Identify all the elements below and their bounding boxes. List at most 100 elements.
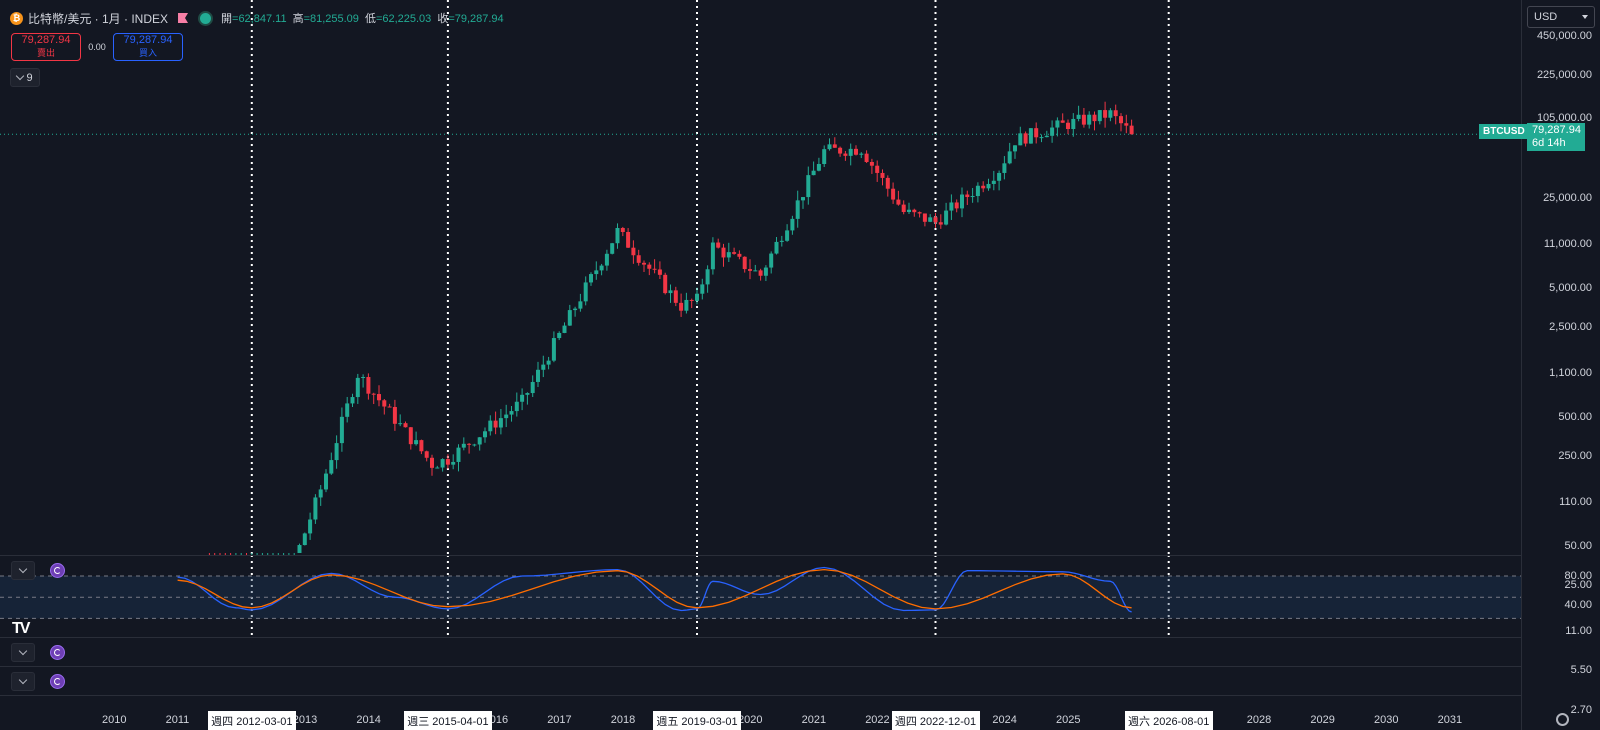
indicators-toggle-button[interactable]: 9: [10, 68, 40, 87]
price-tick: 2.70: [1570, 703, 1592, 716]
ohlc-close-value: =79,287.94: [448, 13, 504, 25]
candle-body: [949, 202, 954, 211]
cycle-icon[interactable]: [50, 563, 65, 578]
candle-body: [1018, 133, 1023, 146]
cycle-date-label: 週三 2015-04-01: [403, 711, 492, 730]
candle-body: [801, 197, 805, 201]
candle-body: [875, 165, 880, 173]
candle-body: [673, 290, 678, 303]
ohlc-open-key: 開: [221, 13, 233, 25]
candle-body: [1055, 120, 1060, 128]
buy-price: 79,287.94: [123, 34, 173, 46]
candle-body: [1076, 114, 1081, 119]
candle-body: [488, 420, 493, 432]
price-tick: 11.00: [1565, 624, 1592, 637]
candle-body: [928, 217, 933, 222]
candle-body: [965, 194, 970, 198]
cycle-icon[interactable]: [50, 674, 65, 689]
cycle-icon[interactable]: [50, 645, 65, 660]
candle-body: [838, 147, 843, 154]
candle-body: [684, 299, 689, 311]
time-tick: 2020: [738, 714, 763, 726]
candle-body: [620, 227, 625, 232]
candle-body: [498, 418, 503, 428]
candle-body: [371, 393, 376, 395]
candle-body: [615, 227, 620, 244]
candle-body: [578, 301, 583, 309]
candle-body: [1097, 110, 1102, 122]
candle-body: [896, 199, 901, 205]
caret-down-icon: [1582, 15, 1588, 19]
ohlc-open-value: =62,847.11: [232, 13, 287, 25]
candle-body: [1071, 118, 1076, 130]
price-chart[interactable]: [0, 0, 1521, 555]
price-tick: 25.00: [1564, 578, 1592, 591]
candle-body: [546, 360, 551, 365]
candle-body: [594, 270, 599, 275]
pane-divider[interactable]: [0, 555, 1521, 556]
chevron-down-icon: [18, 646, 28, 656]
candle-body: [562, 325, 567, 333]
candle-body: [483, 431, 487, 438]
candle-body: [313, 497, 318, 520]
pane-collapse-button[interactable]: [11, 672, 35, 691]
candle-body: [663, 274, 668, 294]
price-tick: 5.50: [1570, 663, 1592, 676]
time-tick: 2030: [1374, 714, 1399, 726]
candle-body: [642, 262, 646, 265]
candle-body: [530, 381, 535, 394]
oscillator-pane[interactable]: [0, 555, 1521, 637]
cycle-date-label: 週五 2019-03-01: [653, 711, 741, 730]
price-tick: 25,000.00: [1543, 191, 1592, 204]
price-tick: 110.00: [1559, 495, 1592, 508]
candle-body: [1039, 137, 1044, 139]
oscillator-tick-80: 80.00: [1564, 570, 1592, 582]
candle-body: [541, 364, 546, 370]
pane-divider[interactable]: [0, 695, 1521, 696]
candle-body: [1023, 133, 1028, 144]
pane-collapse-button[interactable]: [11, 643, 35, 662]
symbol-title[interactable]: 比特幣/美元 · 1月 · INDEX: [28, 11, 169, 26]
pane-divider[interactable]: [0, 666, 1521, 667]
candle-body: [1108, 110, 1113, 118]
candle-body: [795, 200, 800, 219]
candle-body: [991, 180, 996, 184]
price-axis-divider: [1521, 0, 1522, 730]
ohlc-low-value: =62,225.03: [375, 13, 432, 25]
candle-body: [345, 403, 350, 417]
currency-select[interactable]: USD: [1527, 6, 1595, 28]
candle-body: [679, 302, 684, 311]
flag-icon[interactable]: [178, 13, 189, 23]
candle-body: [525, 393, 530, 395]
candle-body: [403, 423, 408, 428]
candle-body: [339, 416, 344, 444]
gear-icon[interactable]: [1556, 713, 1569, 726]
candle-body: [551, 338, 556, 361]
pane-divider[interactable]: [0, 637, 1521, 638]
sell-button[interactable]: 79,287.94 賣出: [11, 33, 81, 61]
tradingview-logo-icon[interactable]: TV: [12, 620, 31, 637]
buy-button[interactable]: 79,287.94 買入: [113, 33, 183, 61]
candle-body: [467, 443, 472, 445]
time-tick: 2011: [165, 714, 190, 726]
chevron-down-icon: [18, 675, 28, 685]
spread-value: 0.00: [88, 42, 106, 52]
market-status-icon[interactable]: [200, 12, 212, 24]
candle-body: [377, 394, 381, 401]
candle-body: [419, 440, 424, 452]
chevron-down-icon: [16, 71, 25, 81]
price-tick: 105,000.00: [1536, 111, 1592, 124]
candle-body: [536, 369, 540, 382]
pane-collapse-button[interactable]: [11, 561, 35, 580]
candle-body: [864, 153, 869, 162]
time-tick: 2021: [801, 714, 827, 726]
candle-body: [869, 161, 874, 166]
candle-body: [414, 440, 419, 445]
bitcoin-icon: ₿: [10, 11, 23, 25]
candle-body: [398, 423, 403, 425]
symbol-header[interactable]: ₿ 比特幣/美元 · 1月 · INDEX 開=62,847.11 高=81,2…: [10, 8, 504, 28]
candle-body: [832, 144, 837, 148]
stoch-d-line: [177, 568, 1132, 610]
candle-body: [1034, 128, 1039, 138]
